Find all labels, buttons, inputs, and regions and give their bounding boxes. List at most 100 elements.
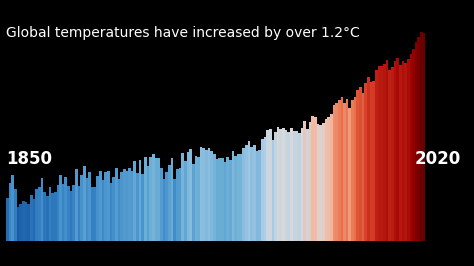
Bar — [330, 114, 333, 241]
Bar — [112, 177, 115, 241]
Bar — [187, 152, 189, 241]
Bar — [181, 153, 184, 241]
Bar — [319, 124, 322, 241]
Bar — [370, 82, 373, 241]
Bar — [54, 192, 56, 241]
Bar — [147, 167, 149, 241]
Bar — [9, 183, 11, 241]
Bar — [197, 157, 200, 241]
Bar — [234, 156, 237, 241]
Bar — [293, 131, 295, 241]
Bar — [62, 184, 64, 241]
Bar — [81, 175, 83, 241]
Bar — [210, 151, 213, 241]
Bar — [245, 145, 247, 241]
Bar — [136, 173, 139, 241]
Bar — [250, 147, 253, 241]
Bar — [261, 139, 264, 241]
Bar — [91, 187, 94, 241]
Bar — [351, 100, 354, 241]
Bar — [333, 105, 335, 241]
Bar — [163, 179, 165, 241]
Bar — [123, 169, 126, 241]
Bar — [367, 77, 370, 241]
Bar — [322, 123, 325, 241]
Bar — [126, 171, 128, 241]
Bar — [309, 122, 311, 241]
Bar — [274, 132, 277, 241]
Bar — [393, 61, 396, 241]
Bar — [115, 168, 118, 241]
Bar — [373, 81, 375, 241]
Bar — [343, 103, 346, 241]
Bar — [189, 149, 192, 241]
Bar — [152, 154, 155, 241]
Bar — [335, 103, 338, 241]
Bar — [118, 179, 120, 241]
Bar — [41, 178, 43, 241]
Bar — [56, 185, 59, 241]
Bar — [229, 160, 232, 241]
Bar — [134, 161, 136, 241]
Bar — [412, 49, 415, 241]
Bar — [205, 150, 208, 241]
Bar — [101, 180, 104, 241]
Bar — [362, 93, 365, 241]
Bar — [375, 70, 378, 241]
Bar — [269, 130, 272, 241]
Bar — [19, 204, 22, 241]
Bar — [179, 168, 181, 241]
Bar — [359, 87, 362, 241]
Bar — [219, 158, 221, 241]
Bar — [407, 59, 410, 241]
Bar — [157, 158, 160, 241]
Bar — [17, 207, 19, 241]
Bar — [168, 165, 171, 241]
Bar — [107, 171, 109, 241]
Bar — [410, 54, 412, 241]
Bar — [139, 160, 141, 241]
Text: Global temperatures have increased by over 1.2°C: Global temperatures have increased by ov… — [6, 26, 360, 40]
Bar — [285, 130, 287, 241]
Bar — [149, 157, 152, 241]
Bar — [43, 192, 46, 241]
Bar — [356, 90, 359, 241]
Bar — [423, 33, 426, 241]
Bar — [22, 201, 25, 241]
Bar — [216, 159, 219, 241]
Bar — [94, 187, 96, 241]
Bar — [194, 156, 197, 241]
Bar — [399, 65, 401, 241]
Bar — [404, 63, 407, 241]
Bar — [303, 121, 306, 241]
Bar — [391, 67, 393, 241]
Bar — [59, 175, 62, 241]
Bar — [258, 150, 261, 241]
Bar — [295, 131, 298, 241]
Bar — [378, 66, 380, 241]
Bar — [120, 172, 123, 241]
Bar — [383, 64, 386, 241]
Bar — [301, 127, 303, 241]
Bar — [96, 176, 99, 241]
Bar — [70, 191, 73, 241]
Bar — [237, 154, 240, 241]
Bar — [160, 168, 163, 241]
Bar — [346, 99, 348, 241]
Bar — [287, 132, 290, 241]
Bar — [104, 172, 107, 241]
Bar — [165, 172, 168, 241]
Bar — [386, 60, 388, 241]
Bar — [171, 158, 173, 241]
Bar — [232, 151, 234, 241]
Bar — [67, 186, 70, 241]
Bar — [380, 66, 383, 241]
Bar — [255, 151, 258, 241]
Bar — [338, 100, 340, 241]
Bar — [141, 174, 144, 241]
Bar — [86, 178, 88, 241]
Bar — [240, 154, 242, 241]
Bar — [131, 171, 134, 241]
Bar — [224, 161, 227, 241]
Bar — [348, 108, 351, 241]
